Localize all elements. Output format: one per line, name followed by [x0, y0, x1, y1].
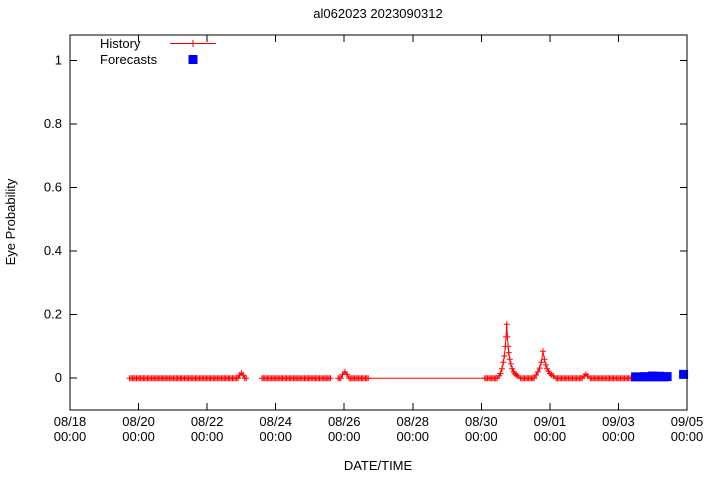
svg-text:0.6: 0.6	[44, 180, 62, 195]
x-axis-label: DATE/TIME	[344, 458, 413, 473]
svg-text:00:00: 00:00	[328, 429, 361, 444]
plot-series	[126, 321, 689, 382]
svg-text:08/26: 08/26	[328, 414, 361, 429]
legend-history-label: History	[100, 36, 141, 51]
svg-text:0.4: 0.4	[44, 243, 62, 258]
svg-text:08/22: 08/22	[191, 414, 224, 429]
svg-text:1: 1	[55, 52, 62, 67]
svg-text:09/01: 09/01	[534, 414, 567, 429]
legend-forecast-square-icon	[188, 55, 198, 64]
svg-text:08/28: 08/28	[397, 414, 430, 429]
svg-text:00:00: 00:00	[534, 429, 567, 444]
plot-border	[69, 34, 688, 411]
svg-text:00:00: 00:00	[122, 429, 155, 444]
svg-text:00:00: 00:00	[259, 429, 292, 444]
y-axis-label: Eye Probability	[3, 178, 18, 265]
svg-text:08/18: 08/18	[54, 414, 87, 429]
legend-history-plus-icon	[189, 40, 197, 47]
legend-forecasts-label: Forecasts	[100, 52, 158, 67]
svg-text:00:00: 00:00	[465, 429, 498, 444]
svg-text:00:00: 00:00	[191, 429, 224, 444]
legend: History Forecasts	[100, 36, 216, 67]
svg-text:0.8: 0.8	[44, 116, 62, 131]
chart-title: al062023 2023090312	[313, 6, 442, 21]
axis-ticks: 08/1800:0008/2000:0008/2200:0008/2400:00…	[44, 35, 703, 444]
svg-text:00:00: 00:00	[602, 429, 635, 444]
svg-text:08/20: 08/20	[122, 414, 155, 429]
svg-text:00:00: 00:00	[397, 429, 430, 444]
svg-text:09/03: 09/03	[602, 414, 635, 429]
svg-text:0: 0	[55, 370, 62, 385]
svg-text:0.2: 0.2	[44, 307, 62, 322]
svg-text:00:00: 00:00	[671, 429, 704, 444]
svg-text:08/30: 08/30	[465, 414, 498, 429]
svg-text:08/24: 08/24	[259, 414, 292, 429]
svg-text:09/05: 09/05	[671, 414, 704, 429]
svg-text:00:00: 00:00	[54, 429, 87, 444]
